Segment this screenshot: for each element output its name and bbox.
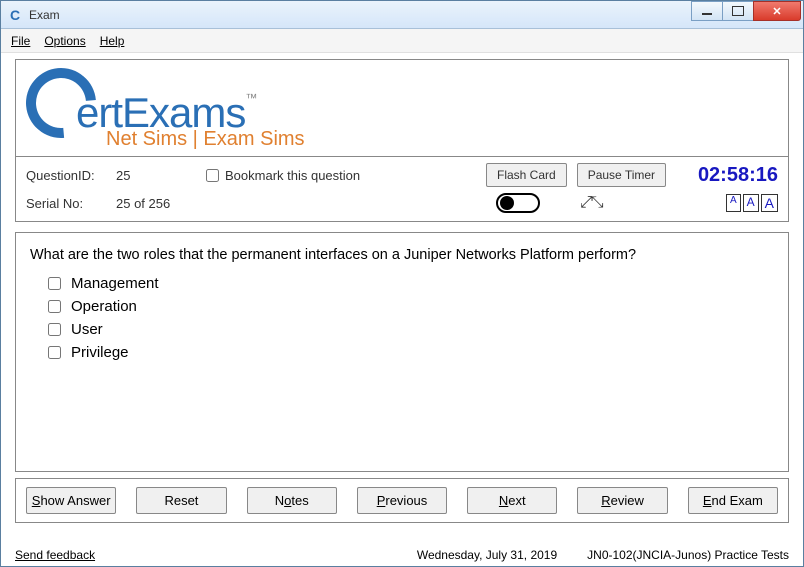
- status-exam-name: JN0-102(JNCIA-Junos) Practice Tests: [587, 548, 789, 562]
- logo-tm: ™: [245, 91, 256, 105]
- show-answer-button[interactable]: Show Answer: [26, 487, 116, 514]
- bottom-buttons: Show Answer Reset Notes Previous Next Re…: [15, 478, 789, 523]
- menu-file[interactable]: File: [11, 34, 30, 48]
- option-label: User: [71, 321, 103, 338]
- send-feedback-link[interactable]: Send feedback: [15, 548, 95, 562]
- options-list: Management Operation User Privilege: [48, 275, 774, 361]
- option-row: Management: [48, 275, 774, 292]
- notes-button[interactable]: Notes: [247, 487, 337, 514]
- window-title: Exam: [29, 8, 60, 22]
- question-box: What are the two roles that the permanen…: [15, 232, 789, 472]
- pause-timer-button[interactable]: Pause Timer: [577, 163, 666, 187]
- option-label: Management: [71, 275, 159, 292]
- minimize-button[interactable]: [691, 1, 723, 21]
- qid-value: 25: [116, 168, 206, 183]
- logo-box: ertExams™ Net Sims | Exam Sims: [15, 59, 789, 157]
- bookmark-checkbox[interactable]: [206, 169, 219, 182]
- font-medium-button[interactable]: A: [743, 194, 759, 212]
- flash-card-button[interactable]: Flash Card: [486, 163, 567, 187]
- font-small-button[interactable]: A: [726, 194, 741, 212]
- option-checkbox-0[interactable]: [48, 277, 61, 290]
- app-icon: C: [7, 7, 23, 23]
- mode-toggle[interactable]: [496, 193, 540, 213]
- fullscreen-icon[interactable]: ⤢⤡: [580, 194, 602, 212]
- serial-label: Serial No:: [26, 196, 116, 211]
- timer-value: 02:58:16: [698, 164, 778, 187]
- statusbar: Send feedback Wednesday, July 31, 2019 J…: [1, 546, 803, 564]
- status-date: Wednesday, July 31, 2019: [417, 548, 557, 562]
- reset-button[interactable]: Reset: [136, 487, 226, 514]
- font-large-button[interactable]: A: [761, 194, 778, 212]
- serial-value: 25 of 256: [116, 196, 206, 211]
- menu-help[interactable]: Help: [100, 34, 125, 48]
- logo-tagline: Net Sims | Exam Sims: [106, 128, 778, 151]
- info-bar: QuestionID: 25 Bookmark this question Fl…: [15, 157, 789, 222]
- app-window: C Exam File Options Help ertExams™ Net S…: [0, 0, 804, 567]
- end-exam-button[interactable]: End Exam: [688, 487, 778, 514]
- option-checkbox-2[interactable]: [48, 323, 61, 336]
- option-row: Privilege: [48, 344, 774, 361]
- option-label: Privilege: [71, 344, 129, 361]
- next-button[interactable]: Next: [467, 487, 557, 514]
- option-row: User: [48, 321, 774, 338]
- window-controls: [692, 1, 801, 21]
- question-text: What are the two roles that the permanen…: [30, 247, 774, 263]
- option-row: Operation: [48, 298, 774, 315]
- qid-label: QuestionID:: [26, 168, 116, 183]
- menu-options[interactable]: Options: [44, 34, 85, 48]
- titlebar: C Exam: [1, 1, 803, 29]
- bookmark-wrap: Bookmark this question: [206, 168, 406, 183]
- option-label: Operation: [71, 298, 137, 315]
- menubar: File Options Help: [1, 29, 803, 53]
- font-size-controls: A A A: [698, 194, 778, 212]
- review-button[interactable]: Review: [577, 487, 667, 514]
- previous-button[interactable]: Previous: [357, 487, 447, 514]
- maximize-button[interactable]: [722, 1, 754, 21]
- logo-c-icon: [12, 54, 111, 153]
- option-checkbox-3[interactable]: [48, 346, 61, 359]
- option-checkbox-1[interactable]: [48, 300, 61, 313]
- content-area: ertExams™ Net Sims | Exam Sims QuestionI…: [1, 53, 803, 523]
- bookmark-label: Bookmark this question: [225, 168, 360, 183]
- close-button[interactable]: [753, 1, 801, 21]
